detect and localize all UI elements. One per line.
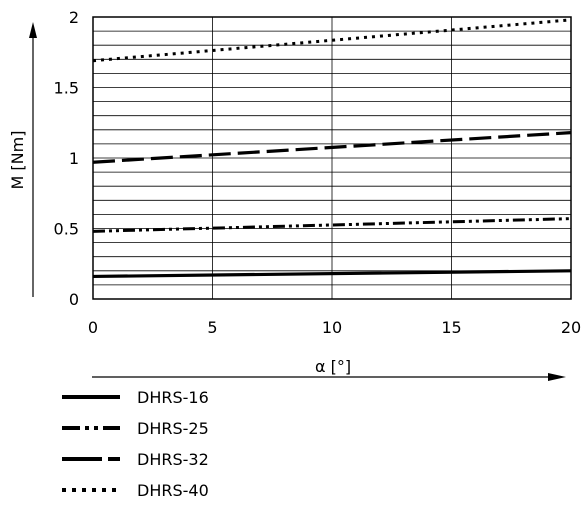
series-line-dhrs-16 (92, 269, 572, 279)
y-tick-labels: 0 0.5 1 1.5 2 (54, 8, 79, 309)
x-tick-label: 10 (322, 318, 342, 337)
x-tick-labels: 0 5 10 15 20 (88, 318, 581, 337)
y-tick-label: 2 (69, 8, 79, 27)
series-lines (92, 18, 572, 279)
legend-label: DHRS-32 (137, 450, 209, 469)
y-tick-label: 0.5 (54, 220, 79, 239)
plot-frame (92, 16, 572, 300)
x-tick-label: 20 (561, 318, 581, 337)
y-tick-label: 1.5 (54, 79, 79, 98)
legend-label: DHRS-25 (137, 419, 209, 438)
y-tick-label: 1 (69, 149, 79, 168)
x-tick-label: 15 (441, 318, 461, 337)
legend-label: DHRS-16 (137, 388, 209, 407)
x-axis-arrowhead (548, 373, 566, 381)
x-axis-label: α [°] (315, 357, 351, 376)
x-tick-label: 5 (207, 318, 217, 337)
legend-label: DHRS-40 (137, 481, 209, 500)
grid (93, 17, 571, 299)
x-tick-label: 0 (88, 318, 98, 337)
y-axis-label: M [Nm] (8, 131, 27, 190)
y-tick-label: 0 (69, 290, 79, 309)
series-line-dhrs-32 (92, 131, 572, 164)
series-line-dhrs-25 (92, 217, 572, 233)
y-axis-arrowhead (29, 22, 37, 38)
legend: DHRS-16 DHRS-25 DHRS-32 DHRS-40 (62, 388, 209, 500)
